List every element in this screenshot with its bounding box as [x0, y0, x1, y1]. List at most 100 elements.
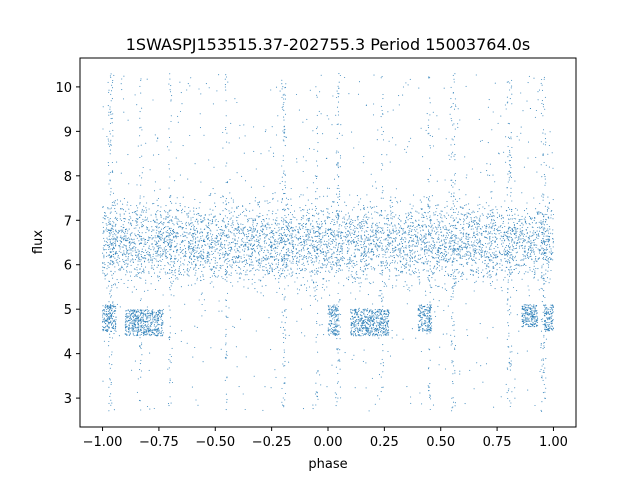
data-point: [233, 229, 235, 231]
data-point: [404, 237, 406, 239]
data-point: [352, 282, 354, 284]
data-point: [524, 239, 526, 241]
data-point: [194, 241, 196, 243]
data-point: [261, 248, 263, 250]
data-point: [200, 221, 202, 223]
data-point: [508, 269, 510, 271]
data-point: [490, 255, 492, 257]
data-point: [538, 226, 540, 228]
data-point: [238, 255, 240, 257]
data-point: [159, 188, 161, 190]
data-point: [338, 251, 340, 253]
data-point: [434, 214, 436, 216]
data-point: [396, 200, 398, 203]
data-point: [420, 235, 423, 237]
data-point: [552, 246, 554, 248]
data-point: [267, 250, 269, 252]
data-point: [267, 273, 269, 275]
data-point: [477, 272, 480, 274]
data-point: [489, 283, 491, 285]
data-point: [195, 240, 197, 242]
data-point: [275, 231, 277, 233]
data-point: [125, 237, 127, 239]
data-point: [248, 255, 250, 257]
data-point: [466, 254, 468, 256]
data-point: [149, 255, 152, 257]
data-point: [234, 249, 236, 251]
data-point: [456, 227, 458, 230]
data-point: [127, 230, 129, 232]
data-point: [417, 262, 419, 264]
data-point: [370, 213, 373, 215]
data-point: [328, 213, 330, 215]
data-point: [313, 246, 315, 248]
data-point: [458, 271, 460, 273]
data-point: [480, 255, 482, 257]
data-point: [439, 259, 441, 261]
data-point: [445, 251, 447, 253]
data-point: [416, 235, 418, 237]
data-point: [300, 224, 302, 226]
data-point: [109, 240, 111, 242]
data-point: [348, 244, 350, 246]
data-point: [172, 261, 174, 263]
data-point: [326, 195, 328, 197]
data-point: [372, 229, 374, 231]
data-point: [271, 244, 273, 246]
data-point: [370, 251, 372, 253]
data-point: [326, 208, 328, 210]
data-point: [270, 255, 272, 258]
data-point: [357, 238, 359, 240]
data-point: [209, 268, 211, 270]
data-point: [319, 260, 321, 262]
data-point: [259, 280, 261, 282]
data-point: [411, 256, 413, 258]
data-point: [489, 225, 491, 227]
data-point: [491, 259, 493, 261]
data-point: [387, 226, 389, 229]
data-point: [393, 250, 395, 252]
data-point: [205, 244, 207, 246]
data-point: [157, 223, 159, 225]
data-point: [391, 218, 393, 220]
data-point: [362, 244, 364, 246]
data-point: [436, 228, 438, 230]
data-point: [493, 257, 495, 259]
data-point: [546, 248, 548, 250]
data-point: [344, 226, 346, 228]
data-point: [387, 239, 389, 241]
data-point: [230, 217, 232, 219]
data-point: [328, 242, 330, 244]
data-point: [531, 251, 533, 253]
data-point: [354, 237, 356, 239]
data-point: [184, 210, 186, 212]
data-point: [423, 250, 426, 252]
data-point: [548, 201, 550, 204]
data-point: [370, 283, 372, 285]
data-point: [533, 219, 535, 221]
data-point: [106, 287, 108, 289]
data-point: [163, 210, 166, 212]
data-point: [488, 271, 491, 273]
data-point: [143, 237, 145, 239]
data-point: [318, 240, 320, 242]
data-point: [529, 241, 531, 243]
data-point: [347, 278, 349, 281]
data-point: [449, 248, 452, 250]
data-point: [455, 237, 457, 239]
data-point: [244, 274, 246, 276]
data-point: [449, 225, 451, 228]
data-point: [357, 217, 359, 219]
data-point: [306, 243, 308, 245]
data-point: [177, 235, 179, 238]
data-point: [410, 212, 412, 214]
data-point: [143, 268, 145, 270]
data-point: [439, 213, 441, 215]
data-point: [104, 212, 106, 214]
data-point: [221, 276, 223, 278]
data-point: [354, 281, 356, 283]
data-point: [389, 251, 391, 253]
data-point: [328, 187, 330, 189]
data-point: [175, 232, 177, 234]
data-point: [227, 244, 229, 246]
